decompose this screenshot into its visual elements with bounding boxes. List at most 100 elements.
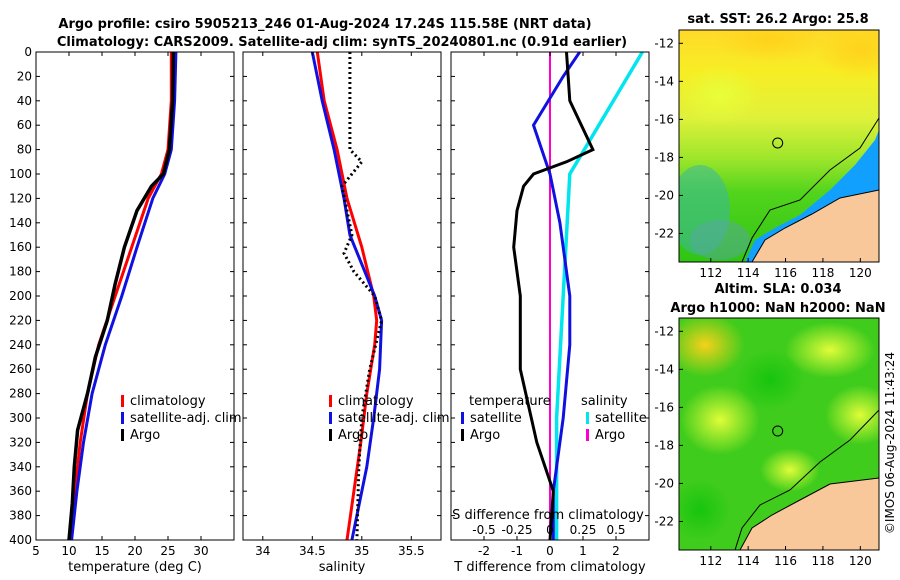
legend-swatch-satellite: [329, 412, 332, 424]
map-y-tick-label: -16: [654, 112, 674, 126]
sla-map-frame: [678, 317, 880, 551]
sst-cloud-patch: [690, 220, 750, 260]
salinity-diff-tick-label: 0: [546, 523, 554, 537]
salinity-x-ticks: 34 34.5 35 35.5: [255, 52, 425, 558]
map-y-tick-label: -18: [654, 150, 674, 164]
map-x-tick-label: 114: [737, 266, 760, 280]
y-tick-label: 180: [9, 265, 32, 279]
legend-label-argo: Argo: [130, 428, 160, 443]
map-x-tick-label: 120: [849, 554, 872, 568]
map-x-tick-label: 116: [774, 554, 797, 568]
y-tick-label: 0: [24, 45, 32, 59]
y-tick-label: 120: [9, 191, 32, 205]
legend-swatch-argo: [329, 429, 332, 441]
legend-swatch-climatology: [329, 395, 332, 407]
x-tick-label: 30: [193, 544, 208, 558]
difference-panel: -2 -1 0 1 2 T difference from climatology S …: [450, 51, 650, 575]
header-line-2: Climatology: CARS2009. Satellite-adj cli…: [57, 35, 627, 50]
map-x-tick-label: 116: [774, 266, 797, 280]
temperature-panel: 0 20 40 60 80 100 120 140 160 180 200 220 240 260 280 3…: [9, 45, 242, 575]
x-tick-label: -1: [511, 544, 523, 558]
header-line-1: Argo profile: csiro 5905213_246 01-Aug-2…: [58, 17, 591, 32]
temperature-x-ticks: 5 10 15 20 25 30: [32, 52, 209, 558]
difference-x-ticks: -2 -1 0 1 2: [478, 52, 620, 558]
salinity-y-ticks: [243, 51, 441, 541]
sla-high-patch: [825, 385, 879, 445]
legend-label-argo: Argo: [338, 428, 368, 443]
x-tick-label: 1: [579, 544, 587, 558]
y-tick-label: 320: [9, 435, 32, 449]
difference-legend: temperature salinity satellite Argo sate…: [461, 394, 647, 443]
y-tick-label: 260: [9, 362, 32, 376]
temperature-x-label: temperature (deg C): [68, 560, 202, 575]
y-tick-label: 280: [9, 387, 32, 401]
legend-label-t-satellite: satellite: [470, 411, 522, 426]
sla-land: [740, 478, 879, 550]
x-tick-label: 25: [160, 544, 175, 558]
sst-bathymetry-contour: [741, 117, 879, 262]
sla-argo-position-marker: [772, 425, 784, 437]
y-tick-label: 400: [9, 533, 32, 547]
map-y-tick-label: -18: [654, 438, 674, 452]
map-y-tick-label: -20: [654, 188, 674, 202]
y-tick-label: 100: [9, 167, 32, 181]
sst-map-ticks: 112 114 116 118 120 -12 -14 -16 -18 -20 -22: [654, 36, 871, 280]
y-tick-label: 300: [9, 411, 32, 425]
sla-high-patch: [680, 385, 760, 455]
sst-warm-patch: [815, 30, 879, 80]
legend-swatch-s-argo: [586, 429, 589, 441]
salinity-diff-label: S difference from climatology: [452, 508, 644, 523]
salinity-satellite-line: [310, 52, 384, 540]
x-tick-label: -2: [478, 544, 490, 558]
legend-swatch-t-satellite: [461, 412, 464, 424]
x-tick-label: 0: [546, 544, 554, 558]
salinity-diff-ticks: -0.5 -0.25 0 0.25 0.5: [472, 523, 625, 537]
temperature-argo-line: [67, 52, 176, 540]
x-tick-label: 35: [354, 544, 369, 558]
salinity-diff-tick-label: 0.5: [606, 523, 625, 537]
map-y-tick-label: -14: [654, 362, 674, 376]
y-tick-label: 340: [9, 460, 32, 474]
y-tick-label: 240: [9, 338, 32, 352]
map-y-tick-label: -22: [654, 226, 674, 240]
legend-label-s-satellite: satellite: [595, 411, 647, 426]
y-tick-label: 200: [9, 289, 32, 303]
y-tick-label: 360: [9, 484, 32, 498]
x-tick-label: 15: [94, 544, 109, 558]
sst-mild-patch: [680, 65, 760, 125]
y-tick-label: 60: [17, 118, 32, 132]
legend-label-satellite: satellite-adj. clim: [338, 411, 450, 426]
y-tick-label: 380: [9, 509, 32, 523]
sla-high-patch: [785, 322, 875, 378]
x-tick-label: 20: [127, 544, 142, 558]
salinity-diff-tick-label: -0.25: [501, 523, 532, 537]
map-y-tick-label: -16: [654, 400, 674, 414]
x-tick-label: 2: [612, 544, 620, 558]
difference-x-label: T difference from climatology: [453, 560, 646, 575]
sst-land: [752, 190, 879, 262]
y-tick-label: 220: [9, 313, 32, 327]
salinity-diff-tick-label: 0.25: [570, 523, 597, 537]
y-tick-label: 160: [9, 240, 32, 254]
salinity-argo-line: [340, 52, 384, 540]
temperature-y-ticks: 0 20 40 60 80 100 120 140 160 180 200 220 240 260 280 3…: [9, 45, 234, 547]
map-y-tick-label: -14: [654, 74, 674, 88]
temperature-diff-satellite-line: [531, 52, 581, 540]
salinity-legend: climatology satellite-adj. clim Argo: [329, 394, 450, 443]
sla-coastline: [739, 477, 879, 550]
sla-high-patch: [760, 448, 820, 492]
sla-low-patch: [735, 350, 805, 410]
sst-map-field: [679, 30, 879, 262]
map-x-tick-label: 118: [811, 266, 834, 280]
map-y-tick-label: -20: [654, 476, 674, 490]
map-x-tick-label: 112: [699, 554, 722, 568]
map-x-tick-label: 118: [811, 554, 834, 568]
legend-swatch-climatology: [121, 395, 124, 407]
sst-map-panel: sat. SST: 26.2 Argo: 25.8 112 114 116 118 12…: [654, 12, 880, 280]
legend-swatch-satellite: [121, 412, 124, 424]
legend-label-t-argo: Argo: [470, 428, 500, 443]
temperature-axes-frame: [35, 51, 235, 541]
y-tick-label: 40: [17, 94, 32, 108]
sla-low-patch: [679, 480, 730, 540]
sst-argo-position-marker: [772, 137, 784, 149]
